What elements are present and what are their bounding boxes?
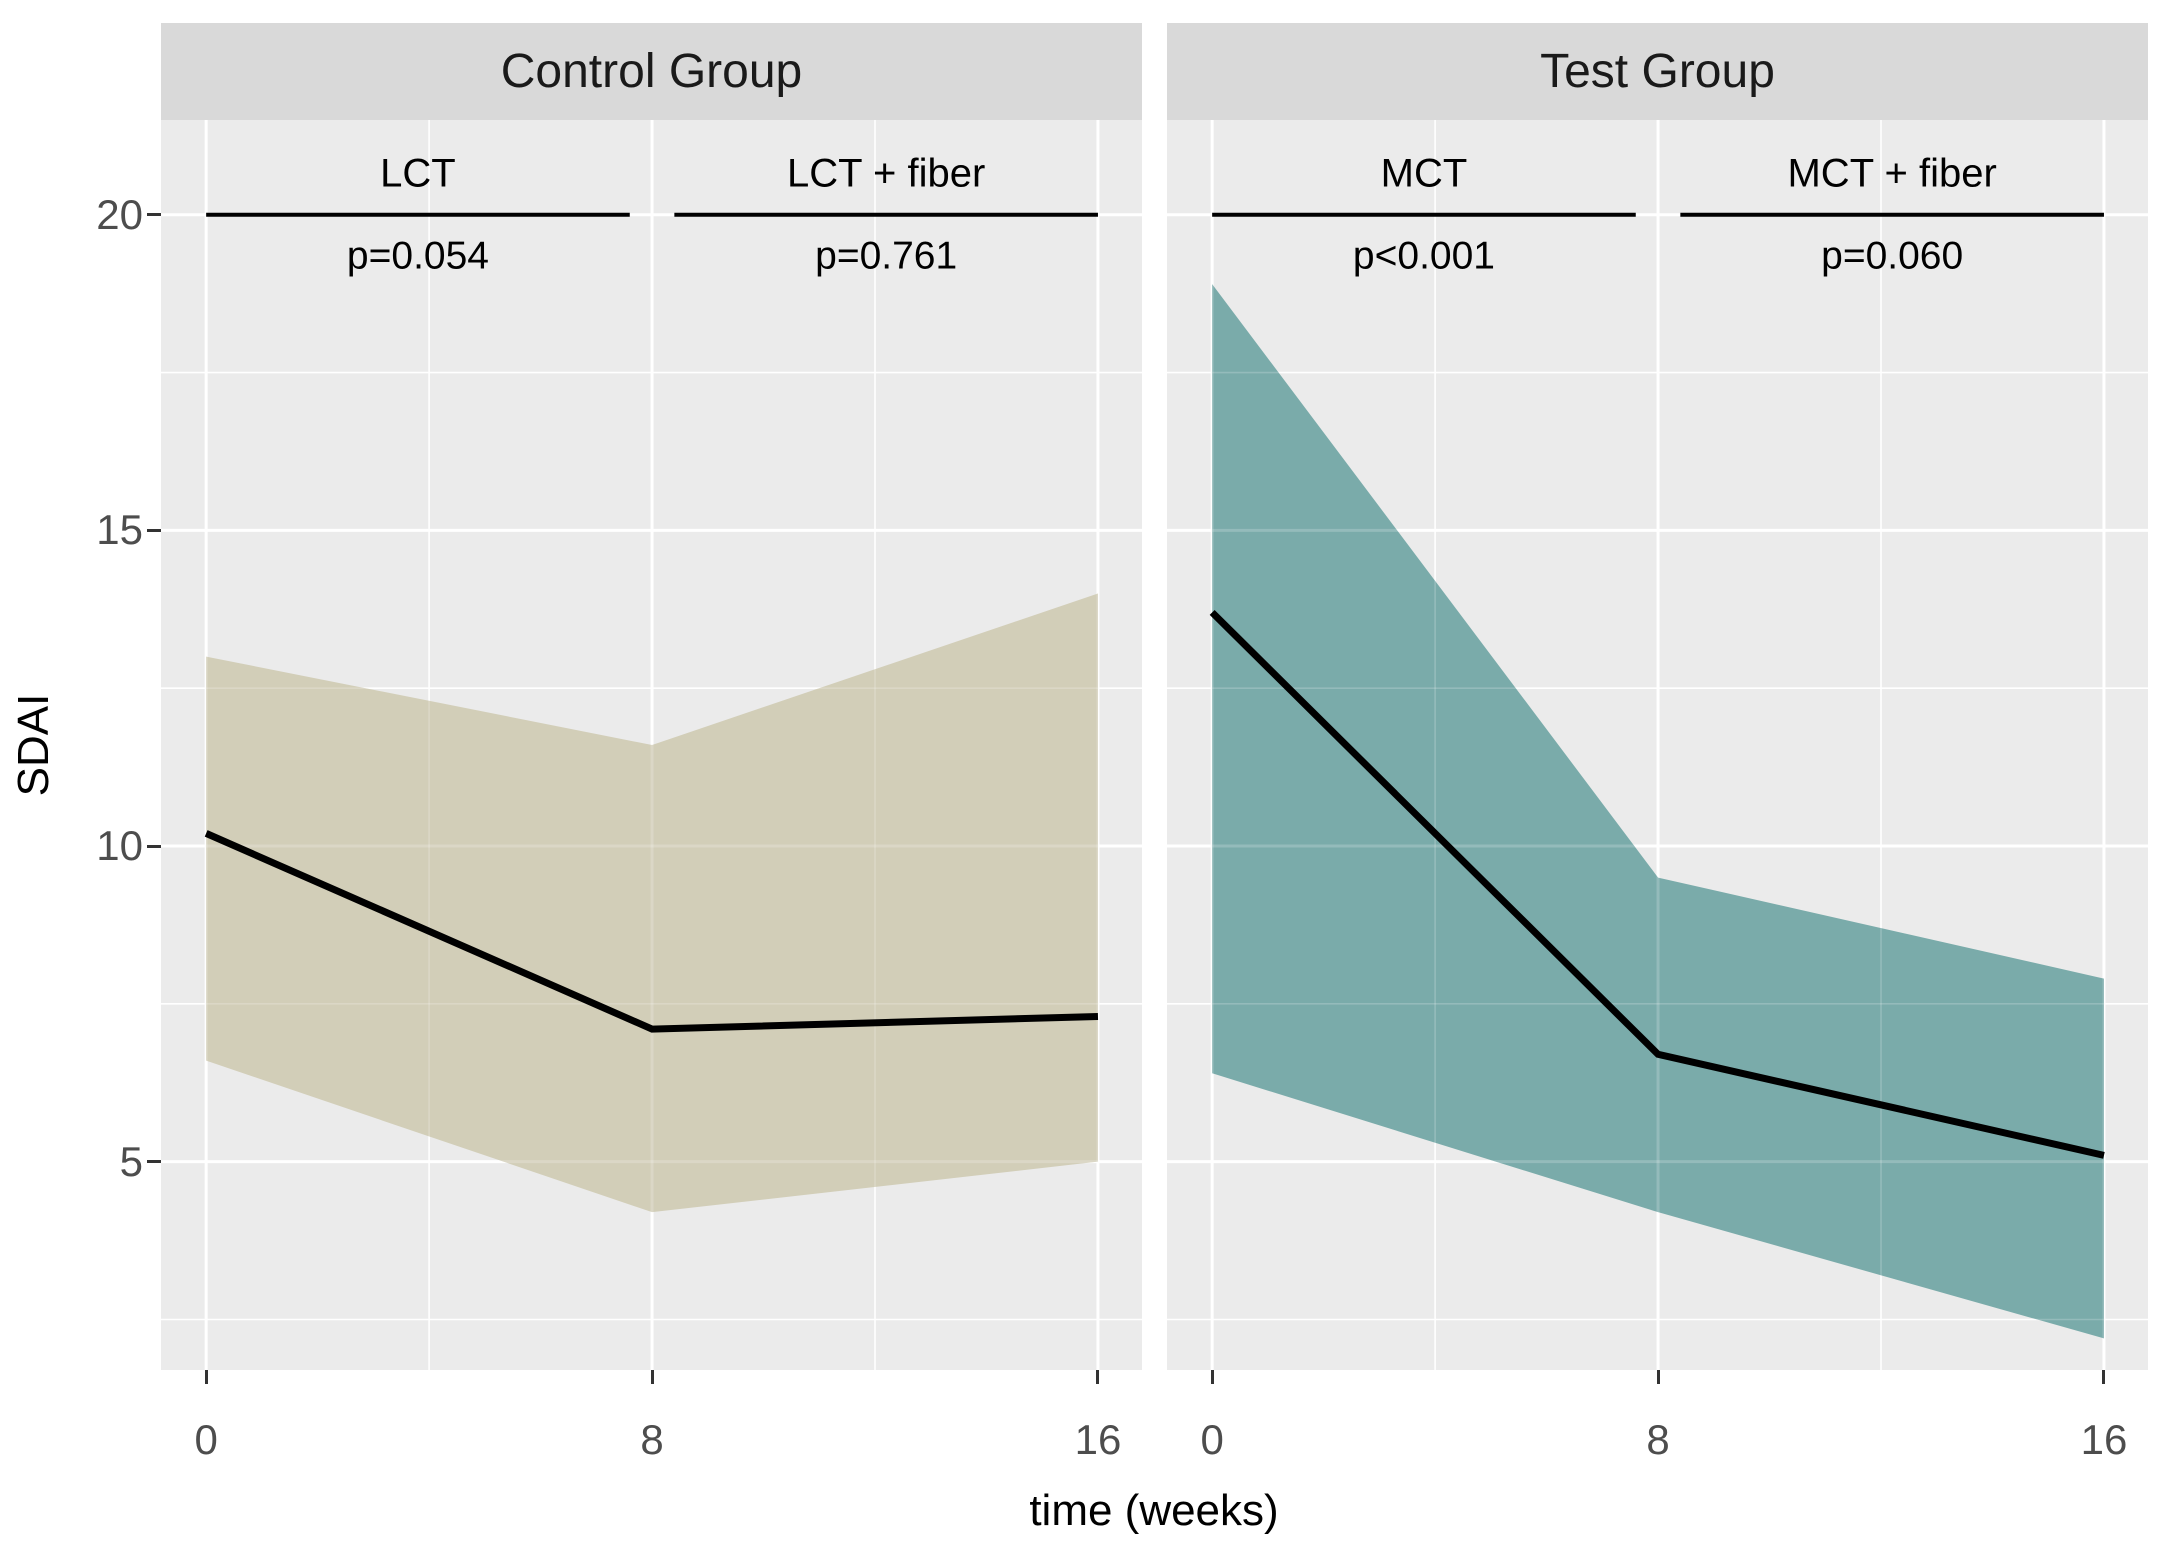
facet-strip: Control Group bbox=[161, 23, 1142, 120]
x-tick-label: 0 bbox=[1200, 1416, 1224, 1463]
confidence-ribbon bbox=[206, 593, 1098, 1213]
x-axis-title: time (weeks) bbox=[1029, 1486, 1279, 1535]
y-axis-title: SDAI bbox=[9, 693, 58, 797]
x-tick-mark bbox=[650, 1370, 654, 1384]
x-tick-mark bbox=[1656, 1370, 1660, 1384]
p-value-label: p=0.054 bbox=[347, 235, 489, 278]
x-tick-label: 16 bbox=[2080, 1416, 2128, 1463]
y-tick-label: 10 bbox=[96, 822, 143, 869]
facet-strip-label: Test Group bbox=[1540, 45, 1775, 98]
y-tick-mark bbox=[147, 528, 161, 532]
p-value-label: p<0.001 bbox=[1353, 235, 1495, 278]
y-tick-mark bbox=[147, 213, 161, 217]
x-tick-mark bbox=[1210, 1370, 1214, 1384]
x-tick-mark bbox=[204, 1370, 208, 1384]
y-tick-label: 20 bbox=[96, 190, 143, 238]
panel-plot: LCT p=0.054 LCT + fiber p=0.761 bbox=[161, 120, 1142, 1370]
comparison-label: LCT bbox=[380, 152, 456, 196]
y-tick-label: 15 bbox=[96, 506, 143, 554]
comparison-label: MCT + fiber bbox=[1787, 152, 1996, 196]
p-value-label: p=0.761 bbox=[815, 235, 957, 278]
comparison-label: LCT + fiber bbox=[787, 152, 985, 196]
mean-line bbox=[204, 830, 1099, 1033]
x-tick-mark bbox=[1096, 1370, 1100, 1384]
x-tick-label: 8 bbox=[640, 1416, 664, 1463]
x-tick-label: 16 bbox=[1074, 1416, 1122, 1463]
x-tick-label: 8 bbox=[1646, 1416, 1670, 1463]
y-tick-mark bbox=[147, 844, 161, 848]
mean-line bbox=[1209, 609, 2105, 1159]
facet-strip: Test Group bbox=[1167, 23, 2148, 120]
panel-plot: MCT p<0.001 MCT + fiber p=0.060 bbox=[1167, 120, 2148, 1370]
x-tick-mark bbox=[2102, 1370, 2106, 1384]
y-tick-mark bbox=[147, 1160, 161, 1164]
x-tick-label: 0 bbox=[194, 1416, 218, 1463]
confidence-ribbon bbox=[1212, 284, 2104, 1339]
p-value-label: p=0.060 bbox=[1821, 235, 1963, 278]
comparison-label: MCT bbox=[1381, 152, 1468, 196]
y-tick-label: 5 bbox=[119, 1137, 143, 1185]
facet-strip-label: Control Group bbox=[500, 45, 803, 98]
